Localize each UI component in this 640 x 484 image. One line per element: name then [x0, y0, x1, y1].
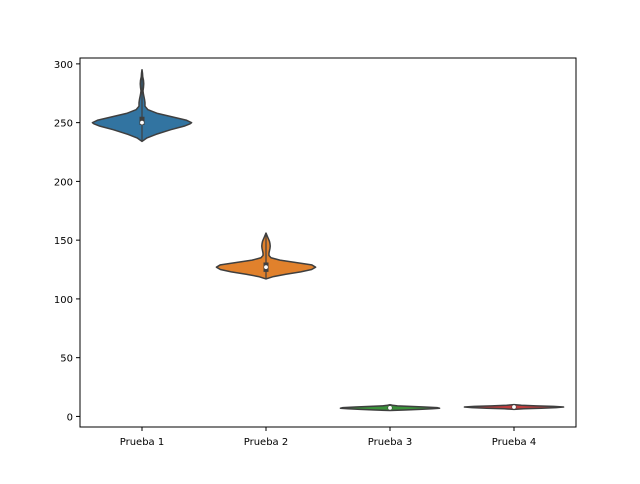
violin-median-1 [140, 120, 144, 125]
y-axis: 0 50 100 150 200 250 300 [54, 60, 80, 423]
x-tick-label-1: Prueba 1 [120, 437, 164, 448]
violin-median-2 [264, 265, 268, 270]
y-tick-label-300: 300 [54, 60, 73, 71]
x-tick-label-2: Prueba 2 [244, 437, 288, 448]
y-tick-label-50: 50 [60, 354, 73, 365]
violin-median-3 [388, 405, 392, 410]
x-tick-label-4: Prueba 4 [492, 437, 536, 448]
y-tick-label-100: 100 [54, 295, 73, 306]
y-tick-label-150: 150 [54, 236, 73, 247]
x-tick-label-3: Prueba 3 [368, 437, 412, 448]
y-tick-label-200: 200 [54, 177, 73, 188]
y-tick-label-0: 0 [67, 412, 73, 423]
y-tick-label-250: 250 [54, 119, 73, 130]
violins-layer [91, 69, 565, 412]
violin-median-4 [512, 405, 516, 409]
x-axis: Prueba 1 Prueba 2 Prueba 3 Prueba 4 [120, 427, 536, 448]
plot-frame [79, 57, 577, 428]
